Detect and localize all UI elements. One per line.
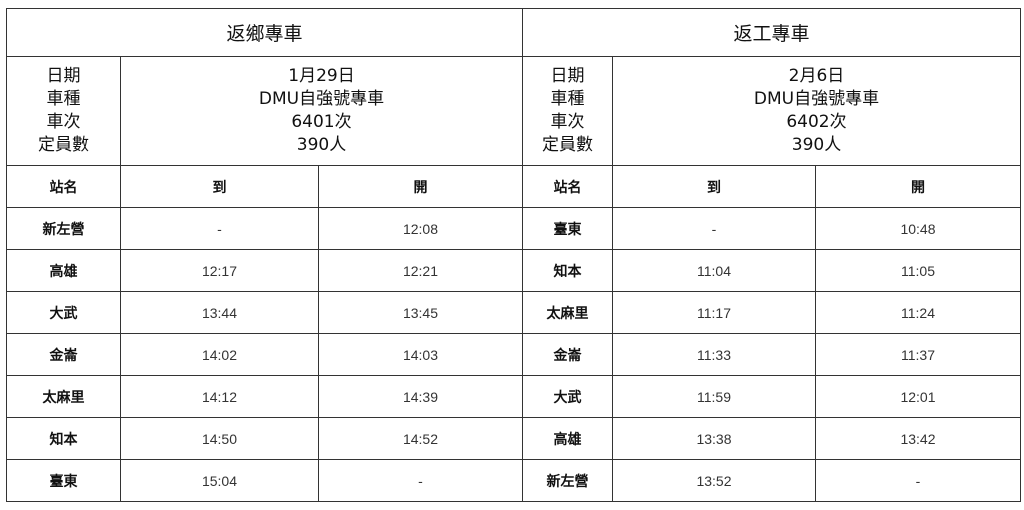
arrival-time: 14:12 [120, 375, 319, 418]
info-label: 車種 [46, 89, 81, 109]
info-values: 2月6日 DMU自強號專車 6402次 390人 [612, 56, 1021, 166]
station-name: 金崙 [6, 333, 121, 376]
table-row: 高雄 12:17 12:21 知本 11:04 11:05 [6, 249, 1021, 292]
arrival-time: 15:04 [120, 459, 319, 502]
table-row: 太麻里 14:12 14:39 大武 11:59 12:01 [6, 375, 1021, 418]
station-name: 太麻里 [522, 291, 613, 334]
section-title-return-home: 返鄉專車 [6, 8, 523, 57]
arrival-time: 11:04 [612, 249, 816, 292]
departure-time: 13:45 [318, 291, 523, 334]
info-value: 2月6日 [788, 66, 845, 86]
info-value: 6402次 [786, 112, 847, 132]
departure-time: 12:08 [318, 207, 523, 250]
table-row: 新左營 -12:08 臺東 -10:48 [6, 207, 1021, 250]
section-title-return-work: 返工專車 [522, 8, 1021, 57]
station-name: 知本 [6, 417, 121, 460]
column-header: 站名 [522, 165, 613, 208]
departure-time: 11:05 [815, 249, 1021, 292]
info-label: 車次 [46, 112, 81, 132]
table-row: 金崙 14:02 14:03 金崙 11:33 11:37 [6, 333, 1021, 376]
arrival-time: 13:52 [612, 459, 816, 502]
station-name: 臺東 [6, 459, 121, 502]
arrival-time: - [612, 207, 816, 250]
table-row: 大武 13:44 13:45 太麻里 11:17 11:24 [6, 291, 1021, 334]
info-label: 定員數 [542, 135, 593, 155]
arrival-time: 11:59 [612, 375, 816, 418]
arrival-time: 11:33 [612, 333, 816, 376]
departure-time: 14:03 [318, 333, 523, 376]
train-schedule-table: 返鄉專車 返工專車 日期車種車次定員數 1月29日 DMU自強號專車 6401次 390… [6, 8, 1021, 502]
column-header: 到 [120, 165, 319, 208]
column-header: 站名 [6, 165, 121, 208]
column-header: 開 [815, 165, 1021, 208]
station-name: 臺東 [522, 207, 613, 250]
departure-time: 14:52 [318, 417, 523, 460]
info-label: 日期 [46, 66, 81, 86]
station-name: 知本 [522, 249, 613, 292]
info-value: 6401次 [291, 112, 352, 132]
arrival-time: 13:38 [612, 417, 816, 460]
station-name: 太麻里 [6, 375, 121, 418]
info-value: 390人 [296, 135, 347, 155]
departure-time: 11:24 [815, 291, 1021, 334]
departure-time: - [815, 459, 1021, 502]
info-label: 日期 [550, 66, 585, 86]
station-name: 新左營 [522, 459, 613, 502]
station-name: 大武 [6, 291, 121, 334]
info-value: 1月29日 [288, 66, 355, 86]
departure-time: 10:48 [815, 207, 1021, 250]
station-name: 高雄 [6, 249, 121, 292]
column-header: 開 [318, 165, 523, 208]
table-row: 臺東 15:04- 新左營 13:52- [6, 459, 1021, 502]
info-values: 1月29日 DMU自強號專車 6401次 390人 [120, 56, 523, 166]
departure-time: 11:37 [815, 333, 1021, 376]
table-row: 知本 14:50 14:52 高雄 13:38 13:42 [6, 417, 1021, 460]
station-name: 高雄 [522, 417, 613, 460]
arrival-time: 14:50 [120, 417, 319, 460]
arrival-time: 11:17 [612, 291, 816, 334]
info-label: 車次 [550, 112, 585, 132]
info-label: 車種 [550, 89, 585, 109]
info-labels: 日期 車種 車次 定員數 [6, 56, 121, 166]
departure-time: 12:21 [318, 249, 523, 292]
arrival-time: - [120, 207, 319, 250]
departure-time: - [318, 459, 523, 502]
departure-time: 14:39 [318, 375, 523, 418]
column-header: 到 [612, 165, 816, 208]
arrival-time: 13:44 [120, 291, 319, 334]
station-name: 金崙 [522, 333, 613, 376]
info-value: DMU自強號專車 [258, 89, 385, 109]
arrival-time: 12:17 [120, 249, 319, 292]
station-name: 大武 [522, 375, 613, 418]
info-labels: 日期 車種 車次 定員數 [522, 56, 613, 166]
info-value: 390人 [791, 135, 842, 155]
info-value: DMU自強號專車 [753, 89, 880, 109]
station-name: 新左營 [6, 207, 121, 250]
info-label: 定員數 [38, 135, 89, 155]
departure-time: 12:01 [815, 375, 1021, 418]
departure-time: 13:42 [815, 417, 1021, 460]
arrival-time: 14:02 [120, 333, 319, 376]
